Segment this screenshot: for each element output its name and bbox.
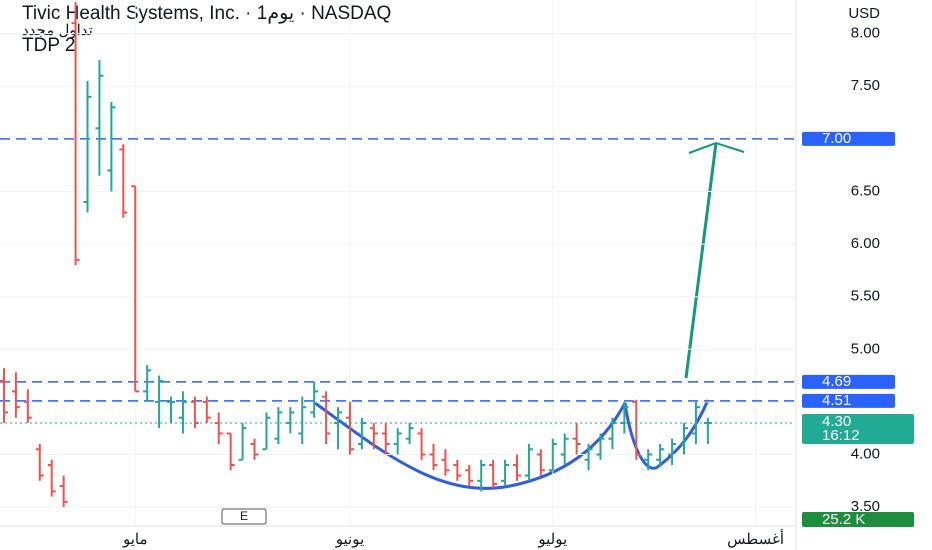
x-tick-label: أغسطس [727, 529, 784, 548]
x-tick-label: يونيو [335, 531, 364, 548]
indicator: TDP 2 [22, 35, 76, 56]
event-box [221, 508, 267, 525]
cup-annotation [314, 401, 627, 490]
y-tick-label: 7.50 [851, 77, 880, 94]
chart-title: Tivic Health Systems, Inc. · 1يوم · NASD… [22, 3, 391, 24]
event-marker: E [240, 509, 248, 523]
last-price-box [802, 413, 914, 444]
y-tick-label: 5.00 [851, 340, 880, 357]
countdown: 16:12 [822, 427, 860, 444]
y-tick-label: 5.50 [851, 288, 880, 305]
level-box [802, 393, 895, 408]
y-tick-label: 4.00 [851, 445, 880, 462]
level-box [802, 131, 895, 146]
y-tick-label: 6.50 [851, 182, 880, 199]
level-label: 7.00 [822, 130, 851, 147]
target-arrow [684, 142, 718, 379]
level-label: 4.69 [822, 373, 851, 390]
y-tick-label: 6.00 [851, 235, 880, 252]
level-box [802, 374, 895, 389]
volume-box [802, 512, 914, 527]
arrow-head [688, 141, 745, 154]
currency: USD [848, 5, 880, 22]
y-tick-label: 8.00 [851, 25, 880, 42]
x-tick-label: مايو [122, 531, 148, 548]
x-tick-label: يوليو [537, 531, 567, 548]
last-price-label: 4.30 [822, 413, 851, 430]
volume-label: 25.2 K [822, 511, 865, 528]
y-tick-label: 3.50 [851, 498, 880, 515]
level-label: 4.51 [822, 392, 851, 409]
